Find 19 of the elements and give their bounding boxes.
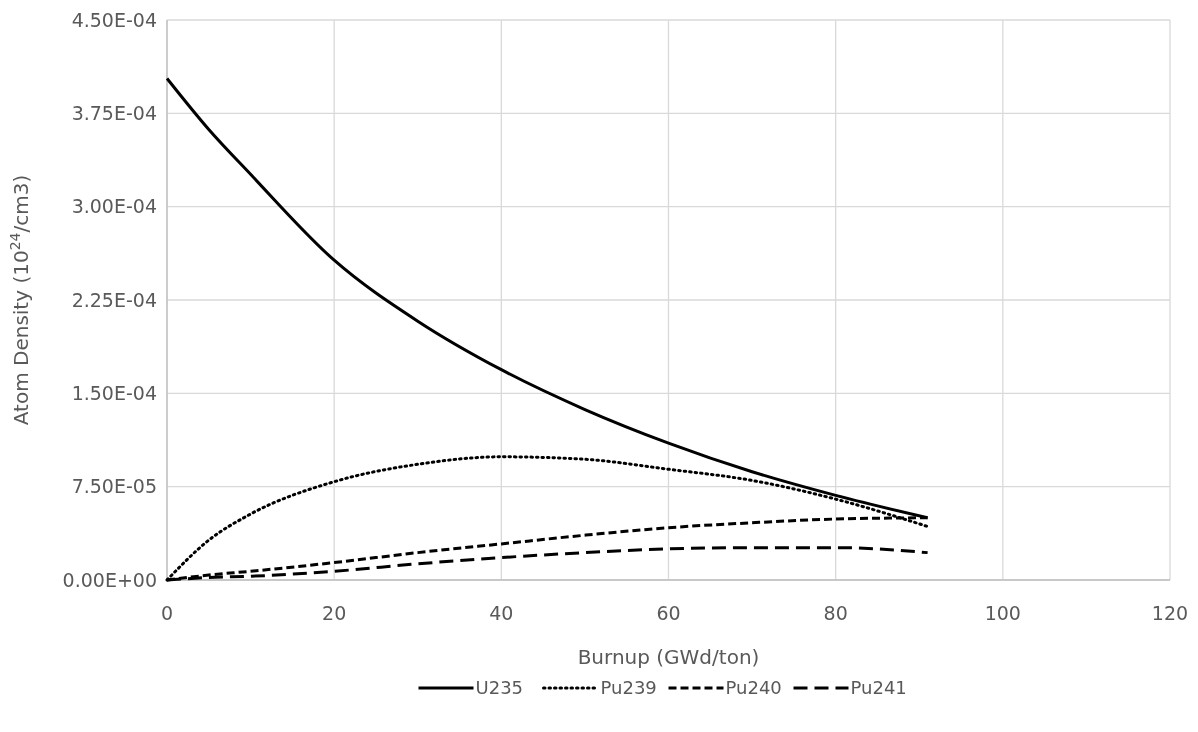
legend-label: Pu241 bbox=[850, 677, 907, 699]
y-tick-label: 0.00E+00 bbox=[62, 568, 157, 591]
y-tick-label: 7.50E-05 bbox=[71, 475, 157, 498]
x-axis-title: Burnup (GWd/ton) bbox=[577, 645, 760, 669]
y-tick-label: 3.75E-04 bbox=[71, 101, 157, 124]
x-tick-label: 120 bbox=[1151, 602, 1189, 624]
y-tick-label: 2.25E-04 bbox=[71, 288, 157, 311]
y-tick-label: 3.00E-04 bbox=[71, 195, 157, 218]
x-tick-label: 40 bbox=[489, 602, 514, 624]
legend-label: U235 bbox=[475, 677, 524, 699]
x-tick-label: 100 bbox=[984, 602, 1021, 624]
x-tick-label: 60 bbox=[656, 602, 681, 624]
x-tick-label: 0 bbox=[160, 602, 174, 624]
legend-label: Pu240 bbox=[725, 677, 782, 699]
x-tick-label: 20 bbox=[322, 602, 347, 624]
legend-label: Pu239 bbox=[600, 677, 657, 699]
x-tick-label: 80 bbox=[823, 602, 848, 624]
y-tick-label: 1.50E-04 bbox=[71, 381, 157, 404]
y-tick-label: 4.50E-04 bbox=[71, 8, 157, 31]
